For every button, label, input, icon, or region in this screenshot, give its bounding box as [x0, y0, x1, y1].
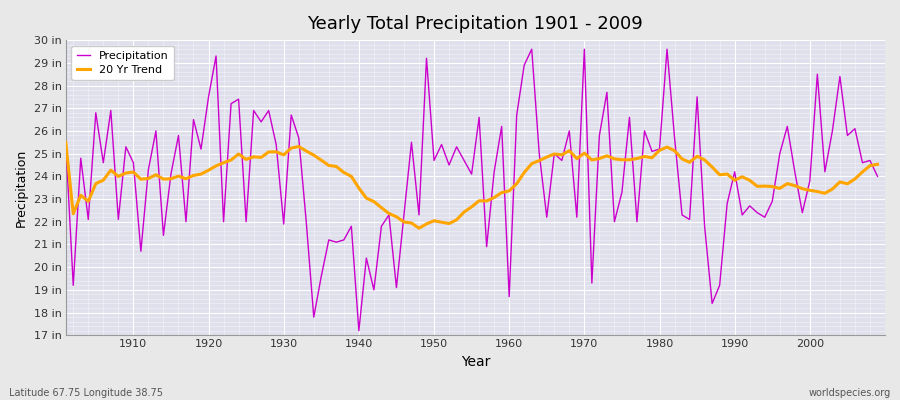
- Precipitation: [331, 240, 342, 244]
- Text: worldspecies.org: worldspecies.org: [809, 388, 891, 398]
- Precipitation: [504, 294, 515, 299]
- Y-axis label: Precipitation: Precipitation: [15, 148, 28, 227]
- Precipitation: [121, 144, 131, 149]
- Precipitation: [872, 174, 883, 179]
- Precipitation: [526, 47, 537, 52]
- Title: Yearly Total Precipitation 1901 - 2009: Yearly Total Precipitation 1901 - 2009: [308, 15, 644, 33]
- Line: Precipitation: Precipitation: [66, 49, 878, 331]
- 20 Yr Trend: [331, 164, 342, 169]
- 20 Yr Trend: [60, 140, 71, 145]
- 20 Yr Trend: [121, 171, 131, 176]
- Precipitation: [286, 113, 297, 118]
- 20 Yr Trend: [286, 146, 297, 150]
- Precipitation: [511, 113, 522, 118]
- Precipitation: [354, 328, 364, 333]
- 20 Yr Trend: [504, 188, 515, 193]
- Line: 20 Yr Trend: 20 Yr Trend: [66, 142, 878, 228]
- Precipitation: [609, 219, 620, 224]
- Text: Latitude 67.75 Longitude 38.75: Latitude 67.75 Longitude 38.75: [9, 388, 163, 398]
- 20 Yr Trend: [414, 226, 425, 231]
- Legend: Precipitation, 20 Yr Trend: Precipitation, 20 Yr Trend: [71, 46, 175, 80]
- Precipitation: [60, 140, 71, 145]
- 20 Yr Trend: [872, 162, 883, 167]
- 20 Yr Trend: [601, 153, 612, 158]
- 20 Yr Trend: [511, 181, 522, 186]
- X-axis label: Year: Year: [461, 355, 490, 369]
